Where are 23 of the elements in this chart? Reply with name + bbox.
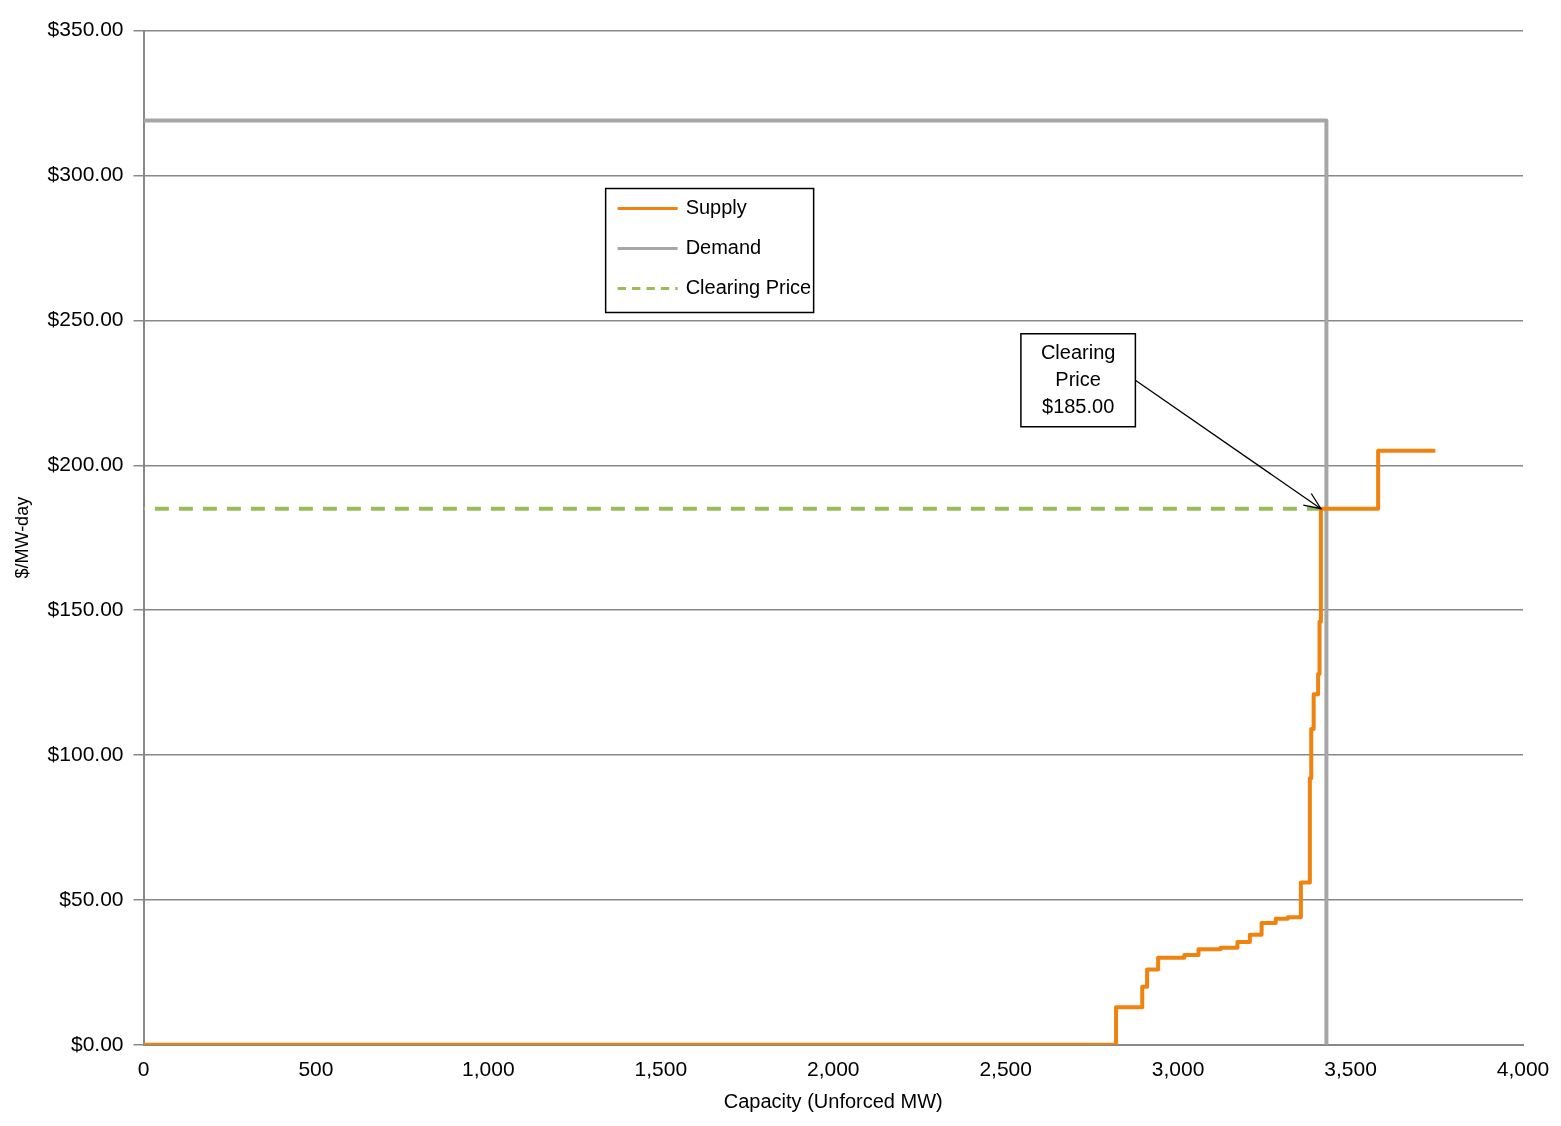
y-tick-label: $100.00 [47,741,124,765]
y-axis-title: $/MW-day [11,496,32,579]
x-axis-title: Capacity (Unforced MW) [723,1089,943,1112]
x-tick-label: 1,000 [462,1057,515,1081]
legend-label: Clearing Price [685,276,812,299]
y-tick-label: $150.00 [47,596,124,620]
x-tick-label: 0 [137,1057,150,1081]
legend-label: Supply [685,196,747,219]
x-tick-label: 1,500 [634,1057,688,1081]
y-tick-label: $250.00 [47,307,124,331]
annotation: Clearing Price $185.00 [1040,341,1116,418]
y-tick-label: $50.00 [59,886,124,910]
x-tick-label: 2,000 [806,1057,860,1081]
x-tick-label: 3,500 [1324,1057,1377,1081]
x-tick-label: 4,000 [1496,1057,1550,1081]
x-tick-label: 3,000 [1151,1057,1205,1081]
y-tick-label: $350.00 [47,17,124,41]
y-tick-label: $200.00 [47,452,124,476]
y-tick-label: $0.00 [70,1031,124,1055]
y-tick-label: $300.00 [47,162,124,186]
legend-label: Demand [685,236,762,259]
x-tick-label: 500 [298,1057,334,1081]
x-tick-label: 2,500 [979,1057,1032,1081]
